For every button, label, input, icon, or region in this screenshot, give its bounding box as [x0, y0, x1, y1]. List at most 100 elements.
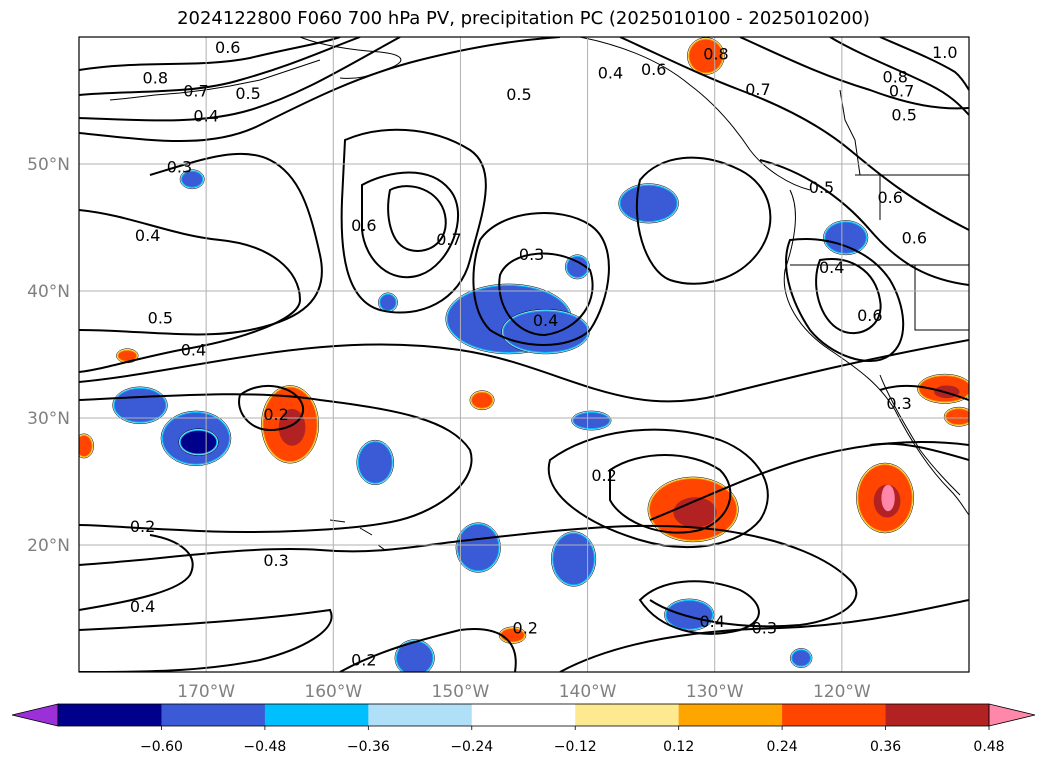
colorbar-tick-label: 0.12 — [663, 739, 694, 755]
colorbar-tick-label: 0.48 — [973, 739, 1004, 755]
precip-positive-peak — [881, 484, 895, 512]
lat-tick-label: 40°N — [27, 282, 70, 302]
contour-label: 0.2 — [130, 517, 155, 536]
hawaii-islands — [329, 519, 386, 551]
pv-contours — [79, 37, 969, 672]
precip-negative-blob — [380, 294, 396, 311]
longitude-tick-labels: 170°W 160°W 150°W 140°W 130°W 120°W — [177, 682, 871, 702]
pv-contour — [79, 37, 361, 96]
colorbar-tick-label: 0.24 — [767, 739, 798, 755]
colorbar-extend-low — [11, 703, 59, 727]
pv-contour — [498, 252, 594, 337]
contour-label: 0.8 — [143, 69, 168, 88]
gridlines — [79, 37, 969, 672]
pv-contour — [635, 156, 772, 285]
contour-label: 0.2 — [351, 650, 376, 669]
pv-contour — [759, 159, 969, 286]
colorbar-tick-label: −0.12 — [554, 739, 597, 755]
contour-label: 0.5 — [506, 85, 531, 104]
colorbar: −0.60 −0.48 −0.36 −0.24 −0.12 0.12 0.24 0.36 0.4… — [11, 703, 1036, 755]
pv-contour — [649, 441, 969, 521]
contour-labels: 0.80.70.60.50.40.30.40.50.40.20.20.30.40… — [130, 38, 958, 669]
colorbar-segment — [264, 704, 369, 726]
precip-positive-blob — [471, 392, 493, 408]
lon-tick-label: 130°W — [686, 682, 744, 702]
precip-negative-blob — [181, 171, 203, 187]
precip-negative-blob — [567, 256, 588, 278]
contour-label: 0.3 — [752, 619, 777, 638]
colorbar-frame — [57, 703, 990, 727]
contour-label: 0.2 — [591, 466, 616, 485]
contour-label: 0.8 — [883, 67, 908, 86]
pv-contour — [79, 534, 194, 611]
colorbar-segment — [471, 704, 576, 726]
contour-label: 0.6 — [877, 188, 902, 207]
pv-contour — [387, 185, 447, 252]
contour-label: 0.7 — [889, 81, 914, 100]
contour-label: 1.0 — [932, 43, 957, 62]
alaska-panhandle-coast — [579, 37, 811, 191]
contour-label: 0.7 — [183, 81, 208, 100]
pv-contour — [879, 37, 969, 91]
precip-negative-blob — [792, 650, 811, 666]
pv-contour — [815, 258, 882, 335]
contour-label: 0.3 — [519, 245, 544, 264]
pv-contour — [609, 454, 732, 534]
pv-contour — [638, 580, 760, 635]
lon-tick-label: 170°W — [177, 682, 235, 702]
precip-negative-blob — [180, 430, 217, 454]
pv-contour — [879, 384, 969, 401]
lon-tick-label: 150°W — [432, 682, 490, 702]
contour-label: 0.2 — [513, 619, 538, 638]
latitude-tick-labels: 20°N 30°N 40°N 50°N — [27, 155, 70, 556]
precip-positive-blob — [689, 39, 723, 73]
precip-negative-blob — [358, 442, 392, 483]
contour-label: 0.5 — [235, 84, 260, 103]
aleutian-islands — [109, 59, 321, 101]
precip-negative-blob — [396, 641, 433, 672]
pv-contour — [339, 628, 517, 672]
contour-label: 0.5 — [809, 178, 834, 197]
colorbar-tick-label: −0.24 — [450, 739, 493, 755]
precip-negative-blob — [825, 222, 867, 253]
colorbar-segment — [58, 704, 162, 726]
precip-positive-blob — [946, 409, 969, 425]
precip-negative-blob — [114, 388, 166, 422]
pv-contour — [559, 599, 969, 672]
pv-contour — [739, 37, 969, 110]
pv-contour — [238, 384, 305, 432]
contour-label: 0.4 — [598, 64, 623, 83]
precip-positive-blob — [118, 350, 137, 361]
map-title: 2024122800 F060 700 hPa PV, precipitatio… — [177, 8, 870, 29]
contour-label: 0.3 — [167, 158, 192, 177]
pv-contour — [785, 238, 905, 362]
lat-tick-label: 30°N — [27, 409, 70, 429]
pv-contour — [79, 393, 473, 533]
contour-label: 0.4 — [819, 258, 844, 277]
colorbar-tick-label: −0.36 — [347, 739, 390, 755]
colorbar-tick-label: −0.48 — [243, 739, 286, 755]
coastlines — [109, 37, 969, 551]
colorbar-segment — [575, 704, 680, 726]
contour-label: 0.4 — [533, 311, 558, 330]
north-america-coast — [783, 189, 969, 516]
contour-label: 0.4 — [193, 107, 218, 126]
baja-california-coast — [879, 374, 961, 496]
precip-negative-blob — [553, 533, 594, 585]
contour-label: 0.7 — [436, 230, 461, 249]
pv-contour — [472, 212, 610, 346]
precip-negative-blob — [666, 600, 713, 629]
pv-contour — [619, 37, 969, 231]
contour-label: 0.3 — [886, 394, 911, 413]
map-plot-area: 0.80.70.60.50.40.30.40.50.40.20.20.30.40… — [79, 37, 969, 672]
contour-label: 0.5 — [148, 309, 173, 328]
contour-label: 0.6 — [902, 229, 927, 248]
pv-contour — [79, 37, 561, 142]
pv-contour — [79, 608, 333, 672]
colorbar-segment — [782, 704, 887, 726]
contour-label: 0.7 — [745, 80, 770, 99]
plot-frame — [78, 36, 970, 673]
contour-label: 0.6 — [351, 216, 376, 235]
contour-label: 0.6 — [641, 60, 666, 79]
